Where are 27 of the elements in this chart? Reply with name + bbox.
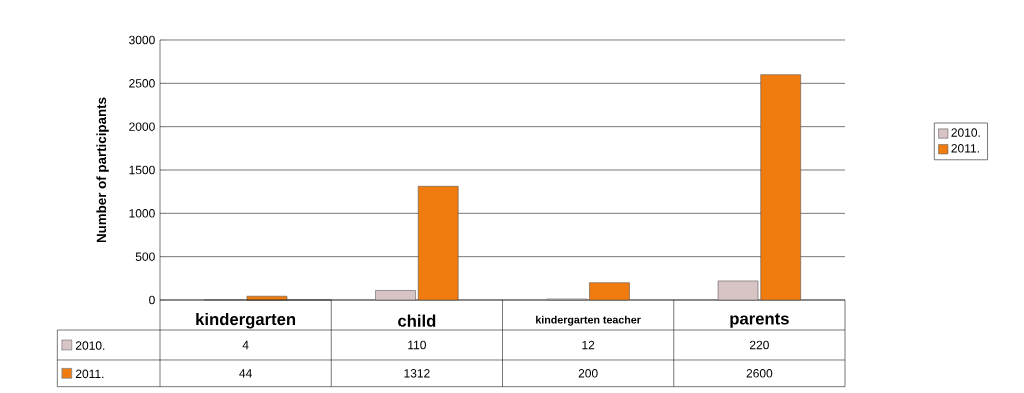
y-tick-label: 2000 [129, 122, 155, 131]
data-label: 2600 [746, 369, 773, 378]
legend-label: 2011. [951, 144, 979, 153]
y-tick-label: 500 [135, 252, 155, 261]
y-tick-label: 3000 [129, 35, 155, 45]
text: 2011. [75, 369, 104, 379]
data-label: 1312 [404, 369, 430, 378]
data-label: 200 [578, 369, 598, 378]
x-tick-label: kindergarten teacher [536, 315, 641, 326]
y-tick-label: 2500 [129, 79, 155, 88]
data-label: 12 [582, 340, 595, 350]
text: 2010. [951, 128, 980, 137]
x-tick-label: parents [730, 313, 789, 328]
bar [375, 290, 416, 301]
data-label: 44 [239, 369, 252, 378]
y-tick-label: 1500 [129, 165, 155, 175]
y-tick-label: 1000 [129, 209, 155, 218]
data-label: 110 [408, 340, 426, 350]
y-tick-label: 0 [149, 295, 155, 305]
data-label: 220 [749, 340, 769, 350]
x-tick-label: child [398, 314, 436, 327]
legend-label: 2010. [75, 341, 105, 350]
y-axis-title: Number of participants [96, 97, 109, 243]
x-tick-label: kindergarten [196, 312, 296, 329]
bar [589, 282, 630, 301]
bar [417, 186, 459, 301]
data-label: 4 [242, 340, 249, 350]
